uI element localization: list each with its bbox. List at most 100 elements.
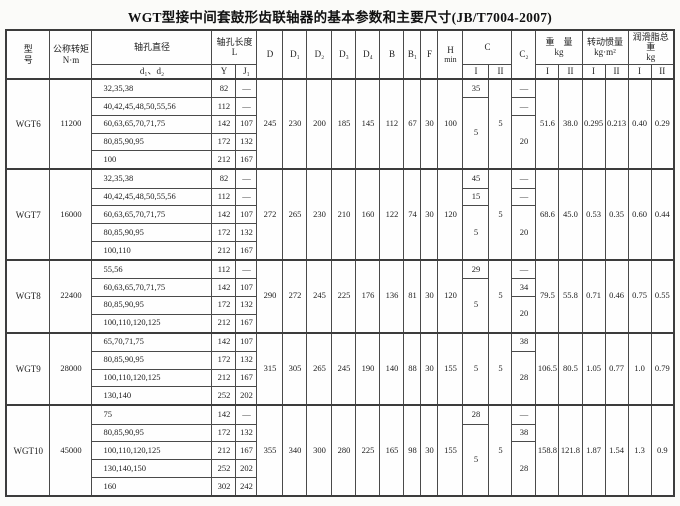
dim-cell-3: 225 <box>331 258 357 334</box>
table-row: 80,85,90,95 172 132 28 <box>6 350 674 406</box>
length-y-cell: 142 <box>211 114 237 134</box>
inertia-ii-cell: 0.77 <box>604 331 629 406</box>
inertia-ii-cell: 1.54 <box>604 404 629 497</box>
header-c-i: I <box>462 63 490 80</box>
table-row: 80,85,90,95 172 132 <box>6 132 674 152</box>
c-i-cell: 5 <box>462 278 490 334</box>
length-j1-cell: 167 <box>235 368 258 388</box>
length-j1-cell: — <box>235 187 258 207</box>
length-j1-cell: 242 <box>235 476 258 497</box>
header-dim-d4: D₄ <box>355 29 381 80</box>
length-y-cell: 172 <box>211 350 237 370</box>
dim-cell-8: 155 <box>437 404 464 497</box>
length-j1-cell: 107 <box>235 114 258 134</box>
c-i-cell: 29 <box>462 258 490 280</box>
header-model: 型 号 <box>5 29 51 80</box>
length-y-cell: 172 <box>211 295 237 315</box>
header-grease-ii: II <box>650 63 675 80</box>
header-torque: 公称转矩 N·m <box>49 29 93 80</box>
length-y-cell: 82 <box>211 78 237 99</box>
model-cell: WGT8 <box>5 258 51 334</box>
c2-cell: — <box>511 187 537 207</box>
dim-cell-2: 230 <box>306 168 333 261</box>
header-grease-i: I <box>627 63 652 80</box>
table-row: 60,63,65,70,71,75 142 107 20 <box>6 114 674 170</box>
bore-cell: 130,140,150 <box>91 459 213 478</box>
inertia-ii-cell: 0.213 <box>604 77 629 170</box>
header-inertia-i: I <box>581 63 606 80</box>
dim-cell-3: 210 <box>331 168 357 261</box>
dim-cell-6: 88 <box>403 331 422 406</box>
table-row: WGT7 16000 32,35,38 82—272 265 230 210 160 122 74… <box>5 168 675 261</box>
coupling-spec-table: 型 号 公称转矩 N·m 轴孔直径 轴孔长度 L D D₁ D₂ D₃ D₄ B… <box>4 29 676 497</box>
bore-cell: 40,42,45,48,50,55,56 <box>91 97 213 116</box>
table-row: WGT10 45000 75 142—355 340 300 280 225 165 98 30 15… <box>5 404 675 497</box>
dim-cell-8: 120 <box>437 168 464 261</box>
dim-cell-1: 272 <box>282 258 308 334</box>
c-ii-cell: 5 <box>488 258 513 334</box>
length-y-cell: 82 <box>211 168 237 189</box>
header-weight-i: I <box>535 63 560 80</box>
length-j1-cell: — <box>235 78 258 99</box>
c-i-cell: 5 <box>462 97 490 170</box>
length-j1-cell: 167 <box>235 313 258 334</box>
length-j1-cell: 107 <box>235 205 258 225</box>
header-c: C <box>462 29 513 65</box>
grease-ii-cell: 0.79 <box>650 331 675 406</box>
dim-cell-5: 136 <box>379 258 405 334</box>
table-header: 型 号 公称转矩 N·m 轴孔直径 轴孔长度 L D D₁ D₂ D₃ D₄ B… <box>5 29 675 80</box>
header-length-j1: J₁ <box>235 63 258 80</box>
table-row: 100,110,120,125 212 167 28 <box>6 441 674 497</box>
length-j1-cell: 167 <box>235 240 258 261</box>
header-dim-b1: B₁ <box>403 29 422 80</box>
length-y-cell: 142 <box>211 331 237 352</box>
length-y-cell: 142 <box>211 205 237 225</box>
c2-cell: 20 <box>511 205 537 261</box>
header-bore: 轴孔直径 <box>91 29 213 65</box>
header-grease: 润滑脂总重 kg <box>627 29 675 65</box>
dim-cell-0: 245 <box>256 77 284 170</box>
dim-cell-1: 230 <box>282 77 308 170</box>
c-i-cell: 5 <box>462 423 490 497</box>
dim-cell-2: 265 <box>306 331 333 406</box>
length-j1-cell: — <box>235 404 258 425</box>
length-j1-cell: 202 <box>235 459 258 478</box>
weight-ii-cell: 80.5 <box>558 331 583 406</box>
length-j1-cell: 167 <box>235 441 258 461</box>
bore-cell: 100 <box>91 150 213 170</box>
bore-cell: 160 <box>91 476 213 497</box>
bore-cell: 80,85,90,95 <box>91 295 213 315</box>
table-row: 80,85,90,95 172 132 20 <box>6 295 674 334</box>
c-ii-cell: 5 <box>488 331 513 406</box>
grease-i-cell: 1.0 <box>627 331 652 406</box>
length-j1-cell: 167 <box>235 150 258 170</box>
length-y-cell: 302 <box>211 476 237 497</box>
table-row: WGT9 28000 65,70,71,75 142 107 315 305 265 245 19… <box>5 331 675 406</box>
length-y-cell: 142 <box>211 404 237 425</box>
torque-cell: 11200 <box>49 77 93 170</box>
table-row: 80,85,90,95 172 132 5 38 <box>6 423 674 497</box>
dim-cell-7: 30 <box>420 404 439 497</box>
header-weight-ii: II <box>558 63 583 80</box>
header-inertia: 转动惯量 kg·m² <box>581 29 629 65</box>
dim-cell-4: 145 <box>355 77 381 170</box>
dim-cell-3: 280 <box>331 404 357 497</box>
torque-cell: 22400 <box>49 258 93 334</box>
header-length: 轴孔长度 L <box>211 29 258 65</box>
bore-cell: 65,70,71,75 <box>91 331 213 352</box>
bore-cell: 75 <box>91 404 213 425</box>
header-weight: 重 量 kg <box>535 29 583 65</box>
length-j1-cell: 132 <box>235 350 258 370</box>
header-c-ii: II <box>488 63 513 80</box>
table-row: 130,140,150 252 202 <box>6 459 674 478</box>
bore-cell: 80,85,90,95 <box>91 223 213 242</box>
bore-cell: 80,85,90,95 <box>91 132 213 152</box>
c-i-cell: 15 <box>462 187 490 207</box>
c-ii-cell: 5 <box>488 168 513 261</box>
weight-ii-cell: 55.8 <box>558 258 583 334</box>
dim-cell-8: 155 <box>437 331 464 406</box>
dim-cell-4: 176 <box>355 258 381 334</box>
header-bore-sub: d₁、d₂ <box>91 63 213 80</box>
torque-cell: 45000 <box>49 404 93 497</box>
c2-cell: 38 <box>511 331 537 352</box>
